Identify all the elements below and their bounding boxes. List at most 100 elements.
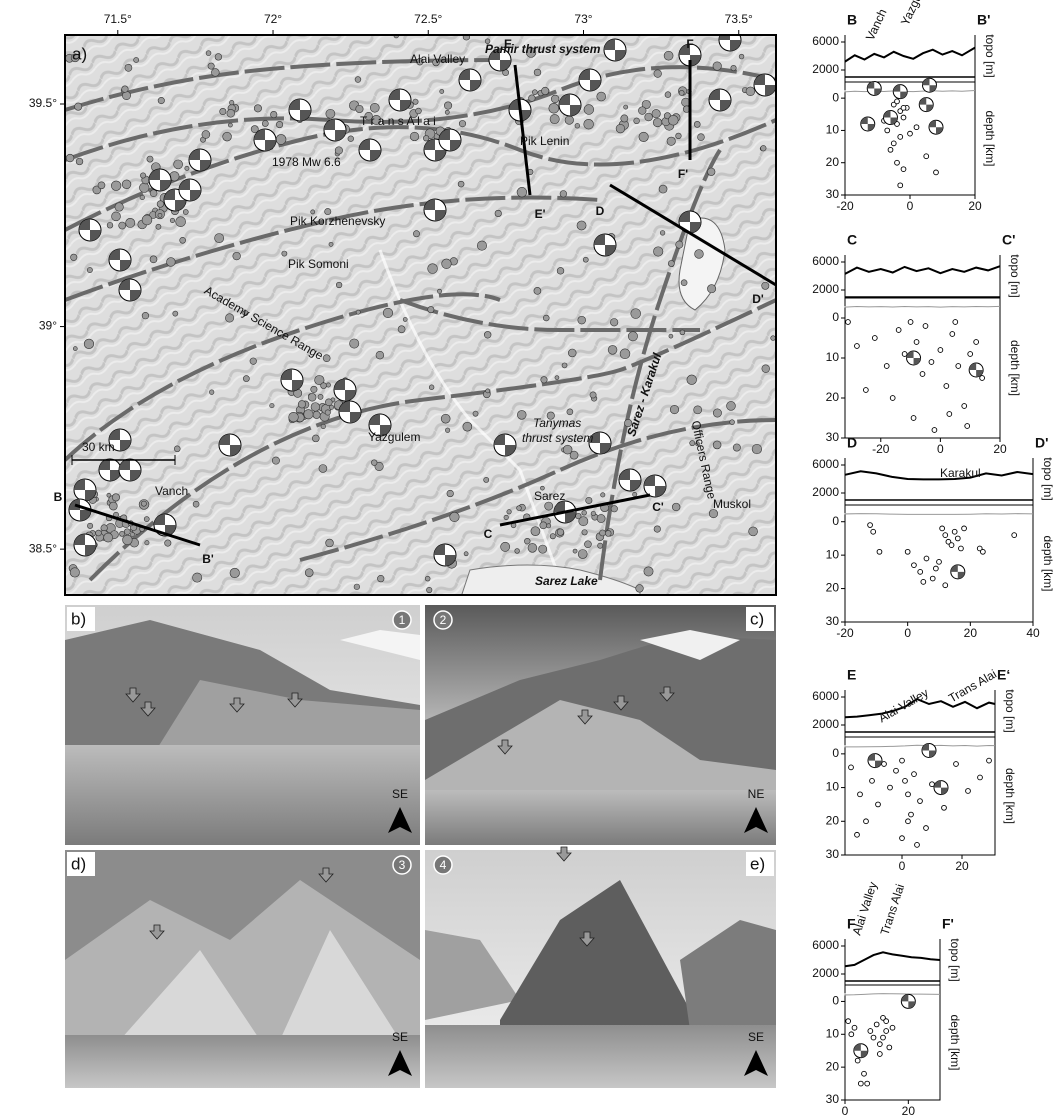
epicenter-symbol — [582, 510, 587, 515]
photo-b — [65, 605, 420, 845]
hypocenter — [959, 546, 964, 551]
hypocenter — [950, 332, 955, 337]
y-tick-label: 2000 — [812, 62, 839, 76]
epicenter-symbol — [122, 86, 129, 93]
epicenter-symbol — [321, 424, 326, 429]
hypocenter — [887, 1045, 892, 1050]
profile-label: Alai Valley — [876, 686, 931, 726]
epicenter-symbol — [276, 121, 283, 128]
epicenter-symbol — [107, 222, 113, 228]
epicenter-symbol — [356, 105, 363, 112]
epicenter-symbol — [425, 576, 430, 581]
epicenter-symbol — [254, 105, 261, 112]
epicenter-symbol — [423, 135, 429, 141]
epicenter-symbol — [176, 217, 186, 227]
epicenter-symbol — [112, 212, 121, 221]
map-label: Vanch — [155, 484, 188, 498]
epicenter-symbol — [308, 393, 316, 401]
epicenter-symbol — [611, 506, 617, 512]
epicenter-symbol — [98, 182, 105, 189]
hypocenter — [921, 579, 926, 584]
hypocenter — [962, 526, 967, 531]
epicenter-symbol — [495, 210, 502, 217]
hypocenter — [890, 1025, 895, 1030]
y-tick-label: 6000 — [812, 254, 839, 268]
focal-mechanism — [893, 85, 907, 99]
epicenter-symbol — [158, 213, 162, 217]
epicenter-symbol — [70, 568, 79, 577]
epicenter-symbol — [624, 105, 628, 109]
epicenter-symbol — [416, 108, 422, 114]
epicenter-symbol — [440, 89, 444, 93]
hypocenter — [953, 320, 958, 325]
epicenter-symbol — [583, 257, 588, 262]
focal-mechanism — [919, 98, 933, 112]
section-left-label: C — [847, 232, 857, 248]
epicenter-symbol — [450, 512, 459, 521]
epicenter-symbol — [445, 110, 449, 114]
section-left-label: D — [847, 435, 857, 451]
hypocenter — [884, 364, 889, 369]
epicenter-symbol — [501, 542, 510, 551]
hypocenter — [895, 99, 900, 104]
epicenter-symbol — [771, 336, 776, 341]
hypocenter — [870, 778, 875, 783]
x-tick-label: 20 — [955, 859, 969, 873]
epicenter-symbol — [356, 310, 360, 314]
hypocenter — [937, 559, 942, 564]
epicenter-symbol — [762, 365, 770, 373]
epicenter-symbol — [123, 535, 133, 545]
lon-tick-label: 73° — [574, 12, 592, 26]
topo-axis-title: topo [m] — [948, 938, 962, 981]
epicenter-symbol — [111, 181, 121, 191]
epicenter-symbol — [620, 349, 630, 359]
epicenter-symbol — [211, 69, 219, 77]
epicenter-symbol — [447, 490, 454, 497]
epicenter-symbol — [464, 552, 468, 556]
hypocenter — [877, 1042, 882, 1047]
epicenter-symbol — [644, 567, 653, 576]
epicenter-symbol — [676, 241, 683, 248]
epicenter-symbol — [185, 166, 189, 170]
epicenter-symbol — [142, 215, 152, 225]
hypocenter — [933, 566, 938, 571]
epicenter-symbol — [577, 221, 586, 230]
x-tick-label: -20 — [872, 442, 890, 456]
epicenter-symbol — [119, 222, 126, 229]
epicenter-symbol — [669, 334, 673, 338]
epicenter-symbol — [733, 444, 740, 451]
profile-label: Yazgulem — [898, 0, 933, 28]
epicenter-symbol — [428, 264, 438, 274]
y-tick-label: 10 — [826, 1026, 840, 1040]
hypocenter — [947, 412, 952, 417]
epicenter-symbol — [528, 543, 537, 552]
epicenter-symbol — [311, 386, 317, 392]
epicenter-symbol — [665, 92, 671, 98]
map-label: Sarez — [534, 489, 565, 503]
epicenter-symbol — [524, 538, 530, 544]
epicenter-symbol — [413, 99, 418, 104]
epicenter-symbol — [173, 311, 178, 316]
epicenter-symbol — [193, 573, 202, 582]
epicenter-symbol — [628, 332, 637, 341]
epicenter-symbol — [270, 403, 274, 407]
epicenter-symbol — [672, 503, 680, 511]
epicenter-symbol — [326, 539, 334, 547]
map-label: 30 km — [82, 440, 115, 454]
photo-panel-label: d) — [71, 854, 86, 873]
photo-ground — [65, 745, 420, 845]
epicenter-symbol — [76, 158, 83, 165]
hypocenter — [881, 1035, 886, 1040]
map-label: Alai Valley — [410, 52, 465, 66]
hypocenter — [908, 131, 913, 136]
epicenter-symbol — [329, 405, 333, 409]
epicenter-symbol — [311, 403, 320, 412]
epicenter-symbol — [654, 70, 662, 78]
hypocenter — [924, 556, 929, 561]
epicenter-symbol — [541, 377, 547, 383]
y-tick-label: 20 — [826, 581, 840, 595]
epicenter-symbol — [321, 383, 327, 389]
hypocenter — [930, 782, 935, 787]
map-label: T r a n s A l a i — [360, 114, 436, 128]
epicenter-symbol — [555, 376, 559, 380]
